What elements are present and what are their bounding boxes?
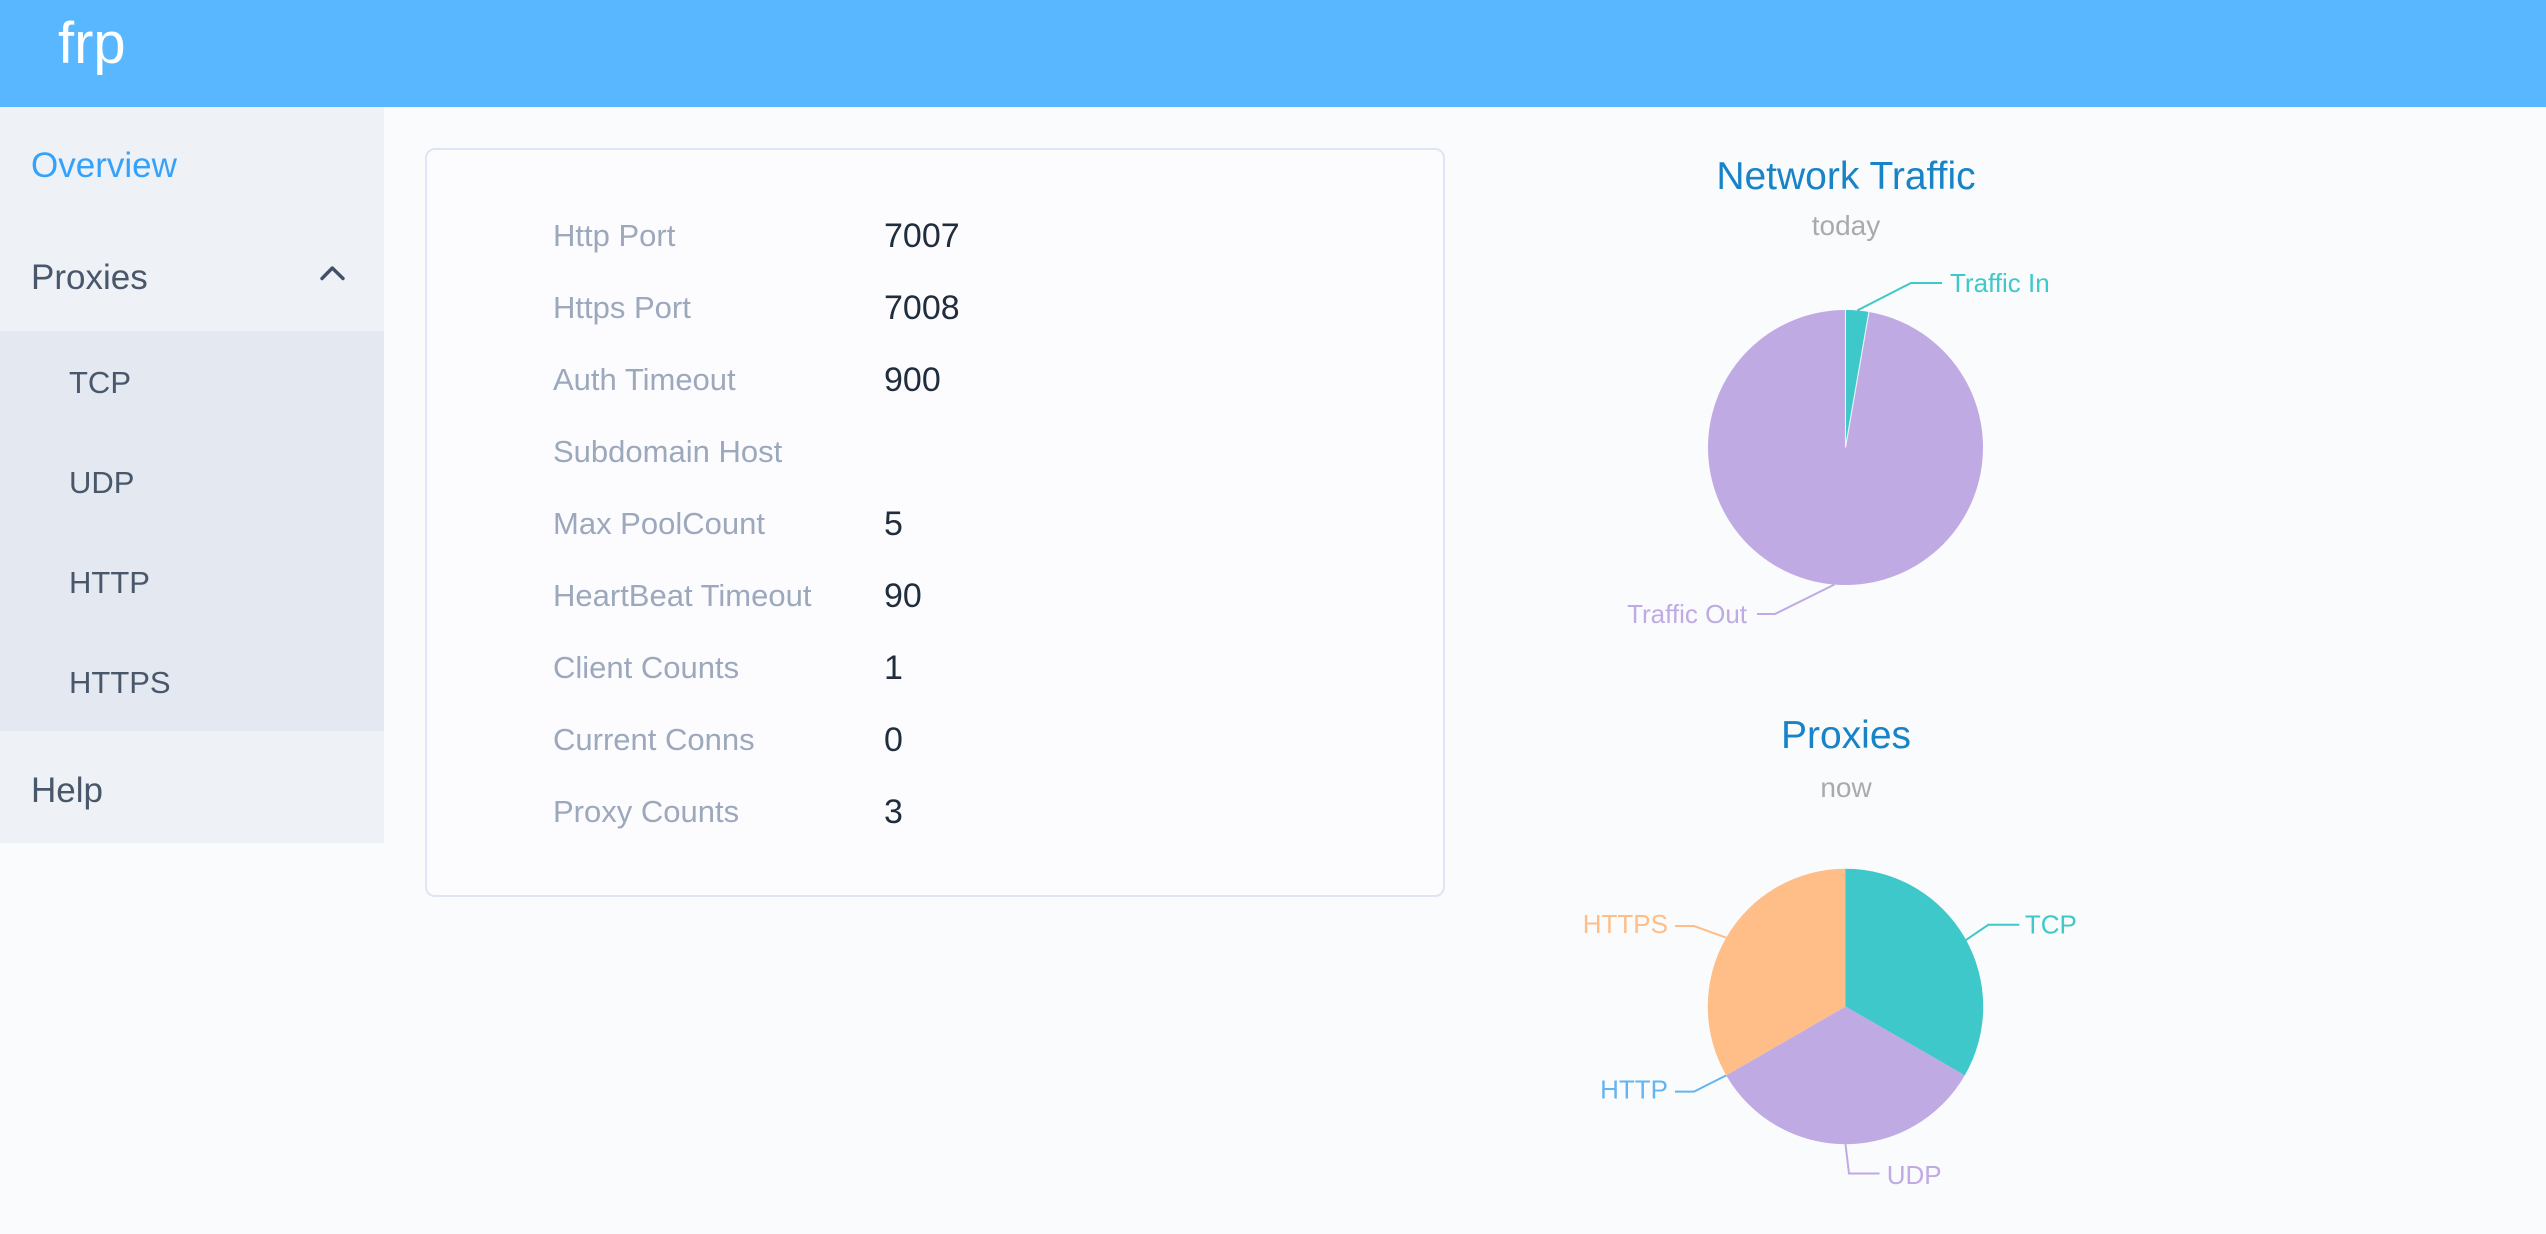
svg-text:UDP: UDP <box>1887 1160 1942 1190</box>
svg-text:HTTPS: HTTPS <box>1583 909 1668 939</box>
svg-text:Network Traffic: Network Traffic <box>1716 155 1975 198</box>
svg-text:now: now <box>1820 772 1872 803</box>
svg-text:TCP: TCP <box>2025 909 2077 939</box>
svg-text:today: today <box>1812 210 1881 241</box>
svg-text:Traffic In: Traffic In <box>1950 268 2050 298</box>
svg-text:Traffic Out: Traffic Out <box>1627 599 1748 629</box>
svg-text:Proxies: Proxies <box>1781 714 1911 757</box>
svg-text:HTTP: HTTP <box>1600 1075 1668 1105</box>
